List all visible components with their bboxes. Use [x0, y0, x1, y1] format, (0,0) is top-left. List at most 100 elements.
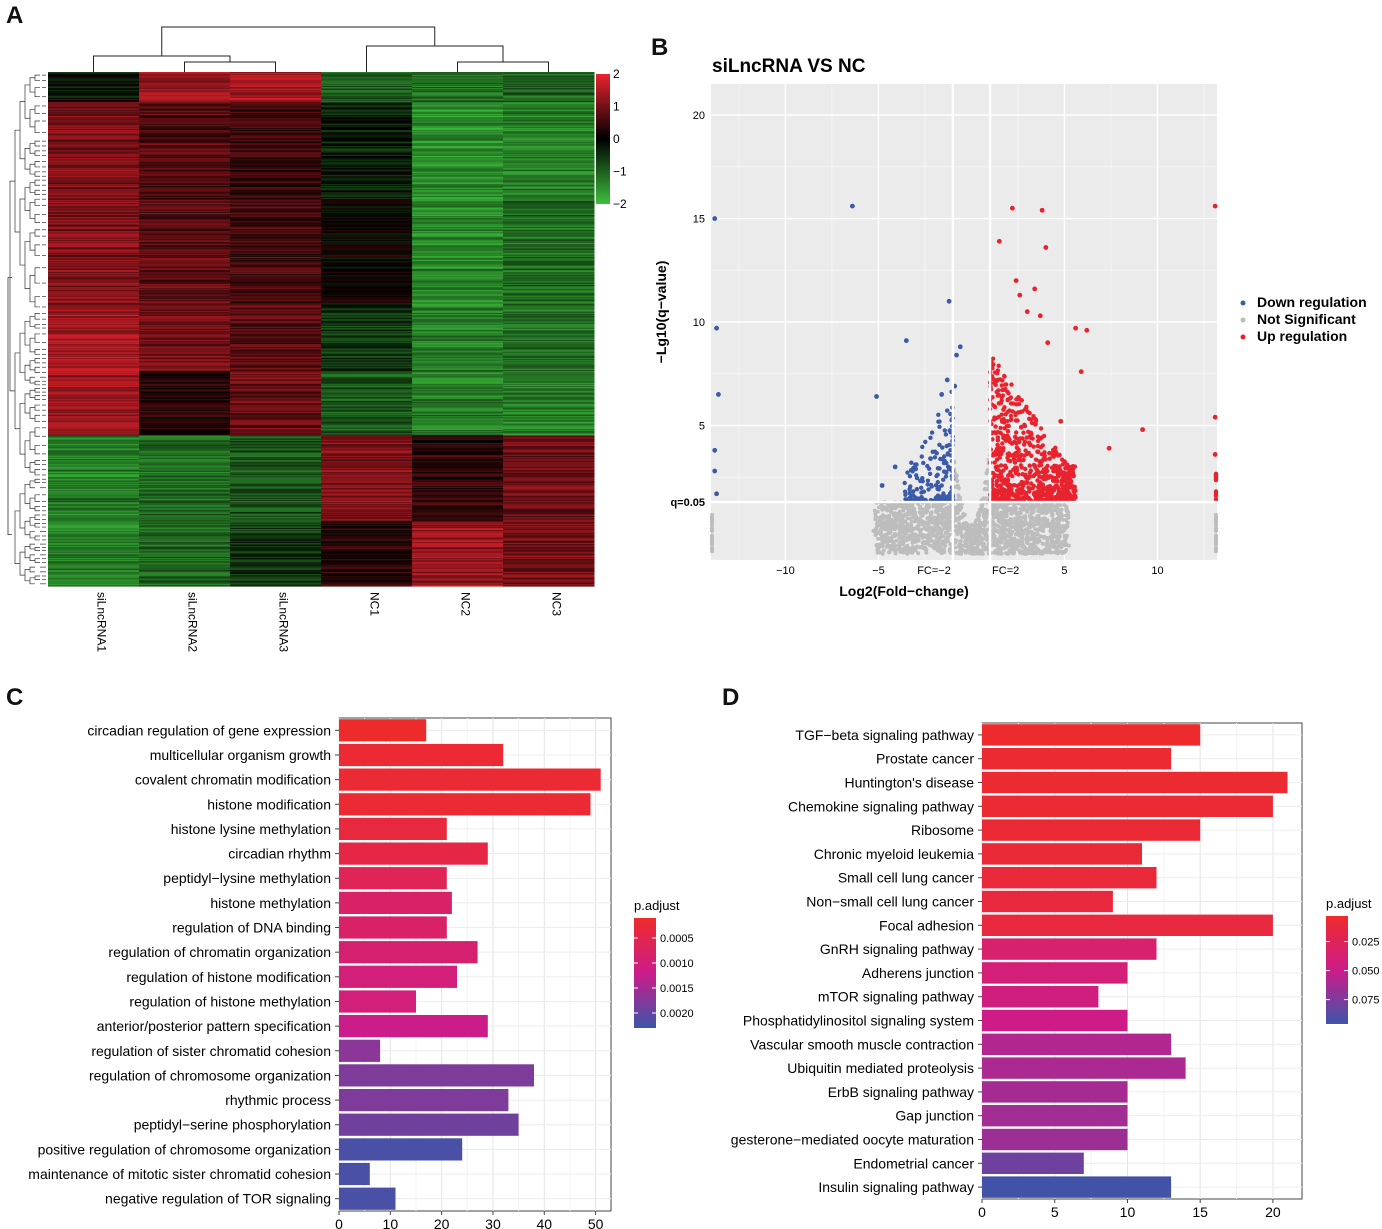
heatmap-cell	[412, 260, 504, 262]
heatmap-cell	[412, 502, 504, 504]
heatmap-cell	[412, 531, 504, 533]
heatmap-cell	[139, 574, 231, 576]
heatmap-cell	[321, 413, 413, 416]
heatmap-cell	[230, 219, 322, 221]
heatmap-cell	[48, 325, 140, 328]
heatmap-cell	[412, 270, 504, 273]
point-not-significant	[983, 507, 988, 512]
heatmap-cell	[139, 465, 231, 468]
heatmap-cell	[503, 340, 595, 343]
point-not-significant	[956, 503, 961, 508]
heatmap-cell	[230, 284, 322, 287]
heatmap-cell	[503, 437, 595, 440]
heatmap-cell	[48, 488, 140, 490]
heatmap-cell	[230, 194, 322, 197]
heatmap-cell	[139, 565, 231, 568]
heatmap-cell	[48, 311, 140, 314]
heatmap-cell	[321, 453, 413, 456]
heatmap-cell	[48, 572, 140, 574]
heatmap-cell	[412, 455, 504, 458]
heatmap-cell	[139, 493, 231, 496]
heatmap-cell	[230, 270, 322, 273]
heatmap-cell	[503, 503, 595, 505]
heatmap-cell	[412, 492, 504, 495]
heatmap-cell	[139, 140, 231, 143]
heatmap-cell	[321, 469, 413, 472]
point-not-significant	[889, 539, 894, 544]
heatmap-cell	[230, 482, 322, 485]
heatmap-cell	[503, 94, 595, 97]
heatmap-cell	[48, 484, 140, 487]
heatmap-cell	[321, 104, 413, 106]
heatmap-cell	[230, 368, 322, 371]
heatmap-cell	[321, 354, 413, 357]
heatmap-cell	[503, 439, 595, 442]
heatmap-cell	[321, 376, 413, 378]
heatmap-cell	[48, 181, 140, 184]
heatmap-cell	[503, 381, 595, 384]
heatmap-cell	[230, 190, 322, 192]
point-not-significant	[933, 517, 938, 522]
heatmap-cell	[503, 541, 595, 544]
heatmap-cell	[321, 346, 413, 348]
heatmap-cell	[412, 476, 504, 478]
heatmap-cell	[230, 181, 322, 184]
row-dendrogram-branch	[34, 388, 40, 393]
heatmap-cell	[48, 529, 140, 531]
heatmap-cell	[230, 558, 322, 560]
heatmap-cell	[48, 296, 140, 299]
heatmap-cell	[230, 346, 322, 348]
heatmap-cell	[412, 560, 504, 562]
heatmap-cell	[412, 503, 504, 505]
heatmap-cell	[321, 83, 413, 86]
heatmap-cell	[321, 492, 413, 495]
heatmap-cell	[230, 518, 322, 520]
heatmap-cell	[48, 75, 140, 77]
heatmap-cell	[48, 433, 140, 435]
heatmap-cell	[48, 538, 140, 541]
heatmap-cell	[48, 379, 140, 382]
heatmap-cell	[139, 368, 231, 371]
heatmap-cell	[139, 534, 231, 537]
heatmap-cell	[412, 238, 504, 241]
row-dendrogram-branch	[24, 84, 30, 119]
heatmap-cell	[503, 127, 595, 130]
heatmap-cell	[321, 75, 413, 77]
heatmap-cell	[321, 266, 413, 269]
heatmap-cell	[503, 391, 595, 394]
heatmap-cell	[230, 184, 322, 187]
heatmap-cell	[321, 147, 413, 149]
heatmap-cell	[48, 525, 140, 528]
heatmap-cell	[139, 190, 231, 192]
point-down-regulation	[921, 460, 926, 466]
heatmap-cell	[48, 93, 140, 96]
heatmap-cell	[139, 247, 231, 249]
heatmap-cell	[321, 233, 413, 235]
heatmap-cell	[503, 478, 595, 481]
heatmap-cell	[321, 152, 413, 155]
heatmap-cell	[412, 227, 504, 230]
heatmap-cell	[230, 83, 322, 86]
heatmap-cell	[48, 368, 140, 371]
heatmap-cell	[503, 496, 595, 499]
row-dendrogram-branch	[34, 444, 40, 455]
heatmap-cell	[139, 490, 231, 492]
heatmap-cell	[503, 560, 595, 562]
heatmap-cell	[139, 168, 231, 171]
heatmap-cell	[412, 495, 504, 498]
heatmap-cell	[139, 535, 231, 538]
heatmap-cell	[48, 81, 140, 84]
heatmap-cell	[321, 573, 413, 575]
heatmap-cell	[412, 535, 504, 538]
heatmap-cell	[503, 332, 595, 334]
heatmap-cell	[321, 251, 413, 254]
point-up-regulation	[995, 438, 1001, 443]
heatmap-cell	[48, 263, 140, 266]
heatmap-cell	[139, 250, 231, 253]
row-dendrogram-branch	[29, 315, 35, 327]
heatmap-cell	[321, 139, 413, 142]
heatmap-cell	[139, 238, 231, 241]
heatmap-cell	[139, 122, 231, 125]
heatmap-cell	[412, 412, 504, 415]
heatmap-cell	[412, 211, 504, 214]
